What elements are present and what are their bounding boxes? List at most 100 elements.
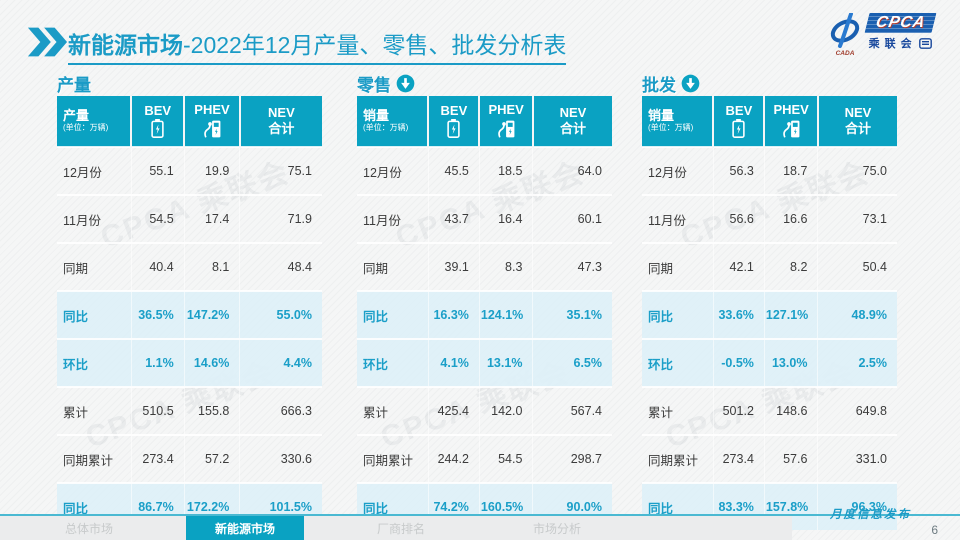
- table-row: 环比 -0.5% 13.0% 2.5%: [642, 338, 897, 387]
- row-label: 累计: [642, 386, 714, 435]
- phev-value: 54.5: [478, 434, 533, 483]
- table-row: 同期 39.1 8.3 47.3: [357, 242, 612, 291]
- table-row: 同期 42.1 8.2 50.4: [642, 242, 897, 291]
- caption-text: 月度信息发布: [830, 507, 911, 521]
- bev-value: 39.1: [427, 242, 480, 291]
- wholesale-table: 销量 (单位：万辆) BEV: [642, 96, 897, 530]
- row-label: 同期累计: [357, 434, 429, 483]
- bev-value: 510.5: [130, 386, 185, 435]
- phev-value: 17.4: [183, 194, 240, 243]
- phev-value: 142.0: [478, 386, 533, 435]
- nev-value: 48.9%: [817, 290, 897, 339]
- nev-value: 298.7: [532, 434, 612, 483]
- bev-value: 42.1: [712, 242, 765, 291]
- bev-value: 244.2: [427, 434, 480, 483]
- table-row: 环比 4.1% 13.1% 6.5%: [357, 338, 612, 387]
- corner-label: 销量: [648, 108, 675, 124]
- row-label: 环比: [357, 338, 429, 387]
- table-row: 同比 36.5% 147.2% 55.0%: [57, 290, 322, 339]
- table-row: 环比 1.1% 14.6% 4.4%: [57, 338, 322, 387]
- bev-value: 36.5%: [130, 290, 185, 339]
- phev-value: 18.7: [763, 146, 818, 195]
- bev-value: 4.1%: [427, 338, 480, 387]
- phev-value: 155.8: [183, 386, 240, 435]
- section-title-production: 产量: [57, 75, 91, 95]
- down-arrow-icon: [681, 74, 700, 92]
- table-row: 同期 40.4 8.1 48.4: [57, 242, 322, 291]
- bev-value: 273.4: [130, 434, 185, 483]
- phev-value: 148.6: [763, 386, 818, 435]
- table-header-row: 销量 (单位：万辆) BEV: [357, 96, 612, 147]
- unit-label: (单位：万辆): [363, 123, 409, 133]
- phev-value: 147.2%: [183, 290, 240, 339]
- row-label: 11月份: [357, 194, 429, 243]
- car-icon: [919, 37, 932, 49]
- bev-value: 273.4: [712, 434, 765, 483]
- corner-label: 产量: [63, 108, 90, 124]
- row-label: 同期: [642, 242, 714, 291]
- production-table: 产量 (单位：万辆) BEV: [57, 96, 322, 530]
- table-row: 同期累计 273.4 57.6 331.0: [642, 434, 897, 483]
- cpca-swirl-icon: CADA: [830, 13, 859, 57]
- row-label: 12月份: [57, 146, 132, 195]
- cpca-text: CPCA: [873, 14, 927, 31]
- publication-caption: 月度信息发布: [771, 506, 944, 522]
- unit-label: (单位：万辆): [63, 123, 109, 133]
- table-row: 12月份 45.5 18.5 64.0: [357, 146, 612, 195]
- row-label: 累计: [357, 386, 429, 435]
- bev-value: 54.5: [130, 194, 185, 243]
- table-row: 同比 16.3% 124.1% 35.1%: [357, 290, 612, 339]
- phev-value: 157.8%: [763, 482, 818, 530]
- phev-value: 124.1%: [478, 290, 533, 339]
- nev-value: 73.1: [817, 194, 897, 243]
- nev-value: 55.0%: [239, 290, 322, 339]
- footer-tab[interactable]: 厂商排名: [376, 521, 425, 536]
- bev-value: 55.1: [130, 146, 185, 195]
- phev-value: 19.9: [183, 146, 240, 195]
- footer-tab[interactable]: 市场分析: [532, 521, 581, 536]
- table-row: 累计 425.4 142.0 567.4: [357, 386, 612, 435]
- bev-value: 33.6%: [712, 290, 765, 339]
- phev-value: 13.1%: [478, 338, 533, 387]
- bev-value: 501.2: [712, 386, 765, 435]
- nev-value: 4.4%: [239, 338, 322, 387]
- footer-tab[interactable]: 新能源市场: [186, 516, 304, 540]
- phev-value: 8.2: [763, 242, 818, 291]
- bev-value: 16.3%: [427, 290, 480, 339]
- production-panel: 产量 产量 (单位：万辆) BEV: [57, 70, 322, 530]
- section-title-retail: 零售: [357, 75, 391, 95]
- nev-value: 75.0: [817, 146, 897, 195]
- nev-value: 6.5%: [532, 338, 612, 387]
- table-header-row: 产量 (单位：万辆) BEV: [57, 96, 322, 147]
- unit-label: (单位：万辆): [648, 123, 694, 133]
- corner-cell: 销量 (单位：万辆): [357, 96, 429, 147]
- phev-value: 57.2: [183, 434, 240, 483]
- wholesale-panel: 批发 销量 (单位：万辆) BEV: [642, 70, 897, 530]
- footer-tab[interactable]: 总体市场: [64, 521, 113, 536]
- table-header-row: 销量 (单位：万辆) BEV: [642, 96, 897, 147]
- bev-value: 45.5: [427, 146, 480, 195]
- table-row: 11月份 43.7 16.4 60.1: [357, 194, 612, 243]
- down-arrow-icon: [396, 74, 415, 92]
- table-row: 12月份 55.1 19.9 75.1: [57, 146, 322, 195]
- section-title-wholesale: 批发: [642, 75, 676, 95]
- row-label: 环比: [642, 338, 714, 387]
- caption-line: [771, 513, 823, 515]
- row-label: 同期累计: [57, 434, 132, 483]
- bev-value: 1.1%: [130, 338, 185, 387]
- row-label: 同期: [357, 242, 429, 291]
- table-row: 11月份 56.6 16.6 73.1: [642, 194, 897, 243]
- bev-column-header: BEV: [427, 96, 480, 147]
- phev-value: 8.1: [183, 242, 240, 291]
- row-label: 环比: [57, 338, 132, 387]
- table-row: 同期累计 273.4 57.2 330.6: [57, 434, 322, 483]
- corner-cell: 产量 (单位：万辆): [57, 96, 132, 147]
- row-label: 同期: [57, 242, 132, 291]
- phev-value: 14.6%: [183, 338, 240, 387]
- table-row: 11月份 54.5 17.4 71.9: [57, 194, 322, 243]
- double-chevron-icon: [26, 27, 68, 62]
- battery-icon: [732, 119, 746, 139]
- nev-value: 71.9: [239, 194, 322, 243]
- nev-value: 330.6: [239, 434, 322, 483]
